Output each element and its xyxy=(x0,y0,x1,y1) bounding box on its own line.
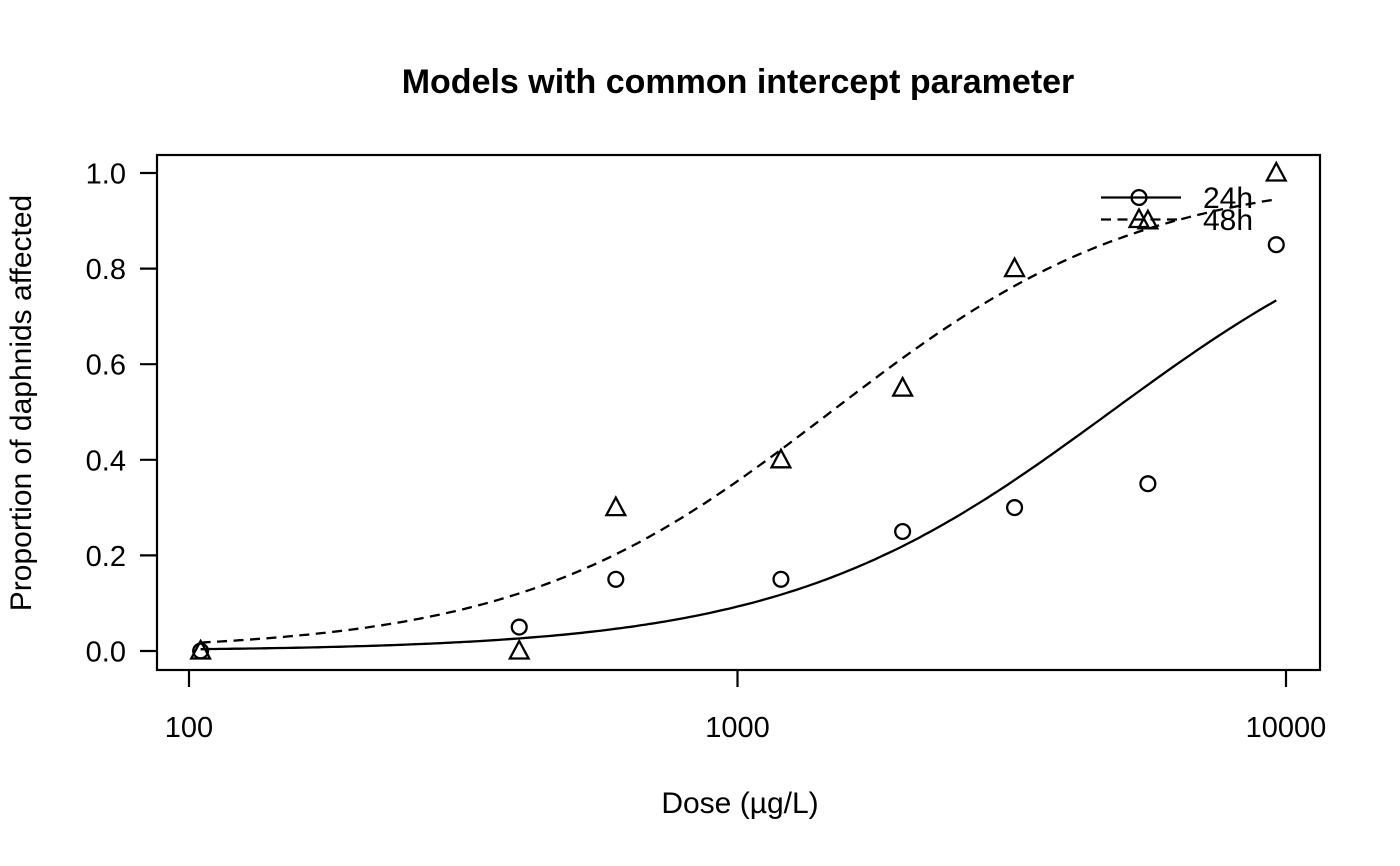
plot-box xyxy=(155,153,1322,672)
data-point-48h xyxy=(1264,160,1288,182)
data-point-48h xyxy=(1003,256,1026,278)
y-tick-label: 0.2 xyxy=(86,541,126,573)
data-point-24h xyxy=(772,570,790,588)
data-point-24h xyxy=(1139,475,1157,493)
fit-curve-48h xyxy=(200,198,1277,644)
data-point-48h xyxy=(891,375,914,397)
x-axis-label: Dose (µg/L) xyxy=(661,787,818,820)
legend-label-48h: 48h xyxy=(1203,204,1253,237)
data-point-24h xyxy=(1267,236,1285,254)
y-tick-label: 0.0 xyxy=(86,637,126,669)
data-point-48h xyxy=(604,495,628,517)
data-point-24h xyxy=(1006,499,1024,517)
data-point-24h xyxy=(894,522,912,541)
data-points xyxy=(189,160,1288,660)
data-point-48h xyxy=(769,447,793,469)
legend-label-24h: 24h xyxy=(1203,182,1253,215)
legend-marker-24h xyxy=(1130,188,1148,207)
data-point-48h xyxy=(507,638,531,660)
y-axis-label: Proportion of daphnids affected xyxy=(5,195,38,611)
fit-curve-24h xyxy=(200,299,1277,651)
y-axis: 0.0 0.2 0.4 0.6 0.8 1.0 xyxy=(86,159,157,669)
chart-title: Models with common intercept parameter xyxy=(402,63,1075,101)
fitted-curves xyxy=(200,198,1277,651)
x-tick-label: 100 xyxy=(165,712,213,744)
x-axis: 100 1000 10000 xyxy=(165,670,1327,744)
y-tick-label: 0.6 xyxy=(86,350,126,382)
y-tick-label: 0.8 xyxy=(86,254,126,286)
x-tick-label: 10000 xyxy=(1246,712,1327,744)
y-tick-label: 0.4 xyxy=(86,445,126,477)
data-point-24h xyxy=(510,618,528,636)
y-tick-label: 1.0 xyxy=(86,159,126,191)
legend-marker-48h xyxy=(1127,207,1151,229)
data-point-48h xyxy=(189,638,212,660)
x-tick-label: 1000 xyxy=(705,712,770,744)
data-point-24h xyxy=(607,570,625,588)
